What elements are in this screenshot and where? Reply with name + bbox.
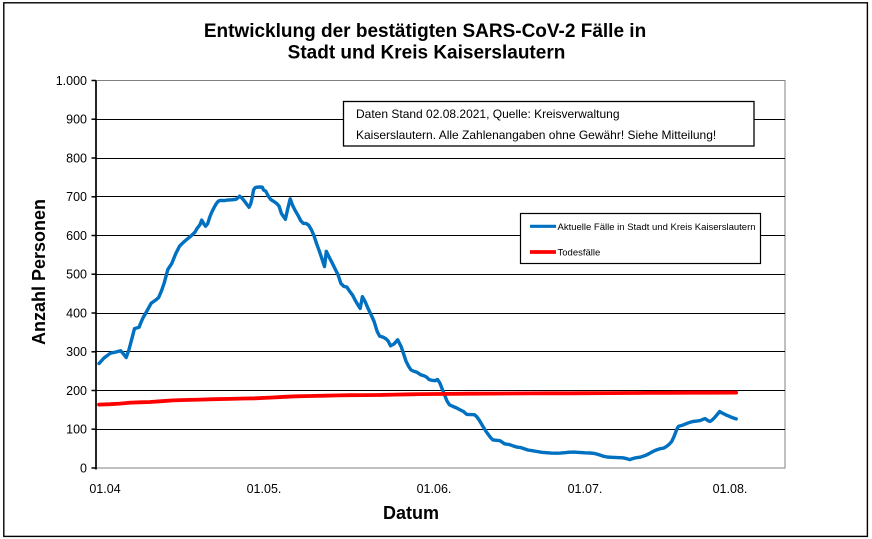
svg-text:Entwicklung der bestätigten SA: Entwicklung der bestätigten SARS-CoV-2 F… <box>204 21 646 42</box>
svg-text:01.04: 01.04 <box>89 482 120 496</box>
svg-text:600: 600 <box>66 229 87 243</box>
svg-text:Stadt und Kreis Kaiserslautern: Stadt und Kreis Kaiserslautern <box>288 43 566 64</box>
svg-text:Todesfälle: Todesfälle <box>558 248 601 259</box>
svg-text:500: 500 <box>66 268 87 282</box>
svg-text:800: 800 <box>66 151 87 165</box>
svg-text:1.000: 1.000 <box>56 74 87 88</box>
svg-text:01.06.: 01.06. <box>417 482 452 496</box>
svg-text:Kaiserslautern. Alle Zahlenang: Kaiserslautern. Alle Zahlenangaben ohne … <box>356 128 716 142</box>
svg-text:0: 0 <box>80 461 87 475</box>
svg-text:01.05.: 01.05. <box>247 482 282 496</box>
svg-text:Daten Stand 02.08.2021, Quelle: Daten Stand 02.08.2021, Quelle: Kreisver… <box>356 107 620 121</box>
svg-text:01.08.: 01.08. <box>713 482 748 496</box>
svg-text:100: 100 <box>66 423 87 437</box>
svg-text:01.07.: 01.07. <box>568 482 603 496</box>
svg-text:Aktuelle Fälle in Stadt und Kr: Aktuelle Fälle in Stadt und Kreis Kaiser… <box>558 222 756 233</box>
svg-text:Datum: Datum <box>383 503 439 523</box>
svg-text:300: 300 <box>66 345 87 359</box>
svg-text:400: 400 <box>66 306 87 320</box>
svg-text:900: 900 <box>66 113 87 127</box>
svg-text:Anzahl Personen: Anzahl Personen <box>29 199 49 345</box>
svg-text:200: 200 <box>66 384 87 398</box>
svg-text:700: 700 <box>66 190 87 204</box>
